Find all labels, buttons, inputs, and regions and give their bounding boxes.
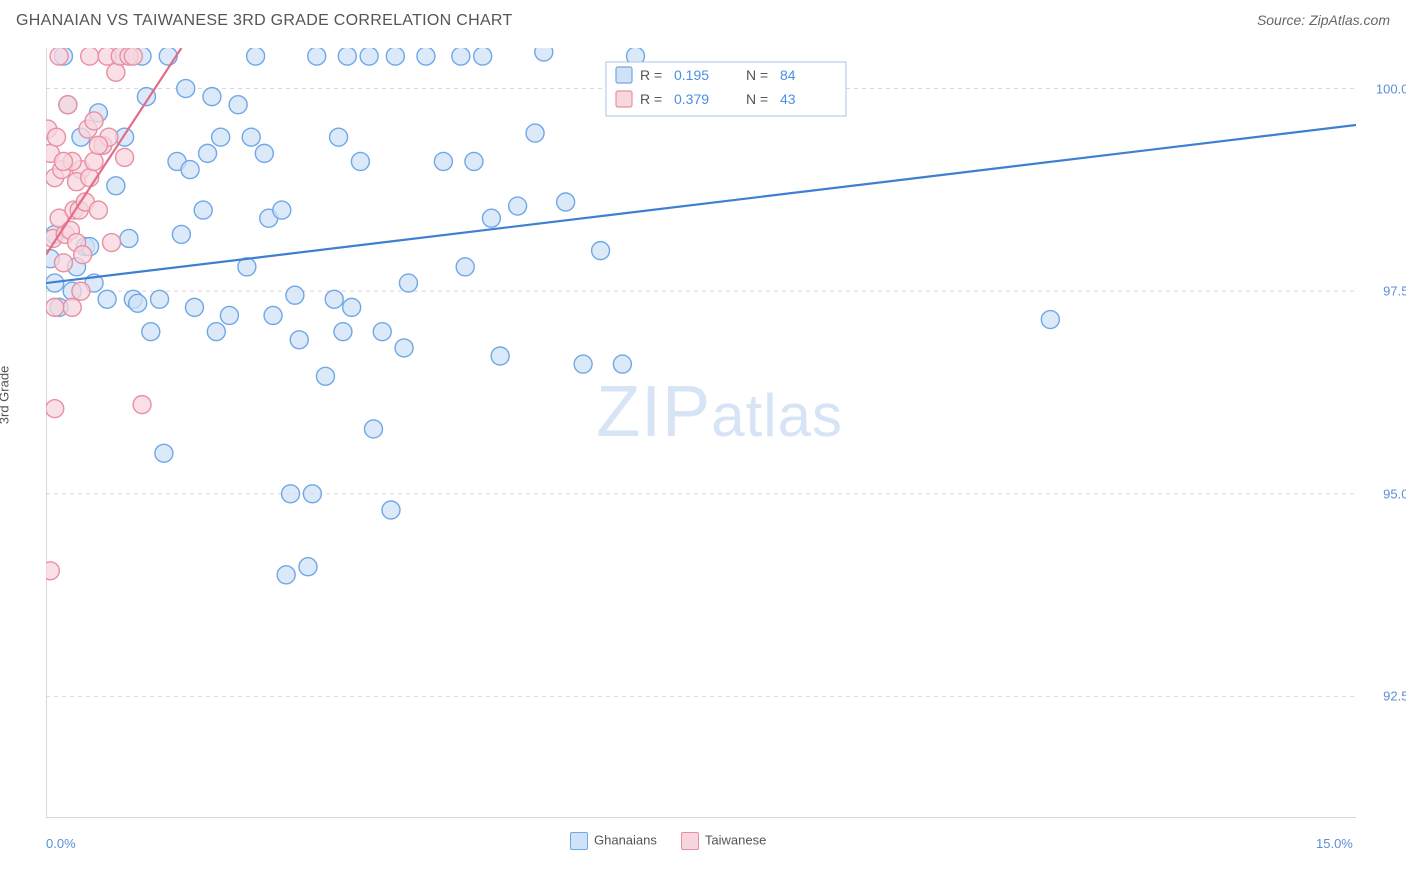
y-axis-label: 3rd Grade <box>0 366 12 425</box>
svg-text:N =: N = <box>746 91 768 107</box>
scatter-plot: R = 0.195 N = 84 R = 0.379 N = 43 <box>46 48 1356 818</box>
legend-label: Taiwanese <box>705 832 766 847</box>
svg-text:0.195: 0.195 <box>674 67 709 83</box>
ytick-label: 92.5% <box>1360 689 1406 704</box>
legend-item: Ghanaians <box>570 832 657 850</box>
svg-text:0.379: 0.379 <box>674 91 709 107</box>
svg-text:N =: N = <box>746 67 768 83</box>
source-label: Source: ZipAtlas.com <box>1257 12 1390 28</box>
chart-title: GHANAIAN VS TAIWANESE 3RD GRADE CORRELAT… <box>16 12 513 30</box>
x-end-label: 15.0% <box>1316 836 1353 851</box>
ytick-label: 97.5% <box>1360 284 1406 299</box>
ytick-label: 100.0% <box>1360 81 1406 96</box>
svg-text:84: 84 <box>780 67 796 83</box>
x-start-label: 0.0% <box>46 836 76 851</box>
svg-text:43: 43 <box>780 91 796 107</box>
legend-item: Taiwanese <box>681 832 766 850</box>
svg-text:R =: R = <box>640 67 662 83</box>
svg-text:R =: R = <box>640 91 662 107</box>
legend-swatch <box>681 832 699 850</box>
bottom-legend: Ghanaians Taiwanese <box>570 832 766 850</box>
ytick-label: 95.0% <box>1360 486 1406 501</box>
legend-label: Ghanaians <box>594 832 657 847</box>
legend-swatch <box>570 832 588 850</box>
